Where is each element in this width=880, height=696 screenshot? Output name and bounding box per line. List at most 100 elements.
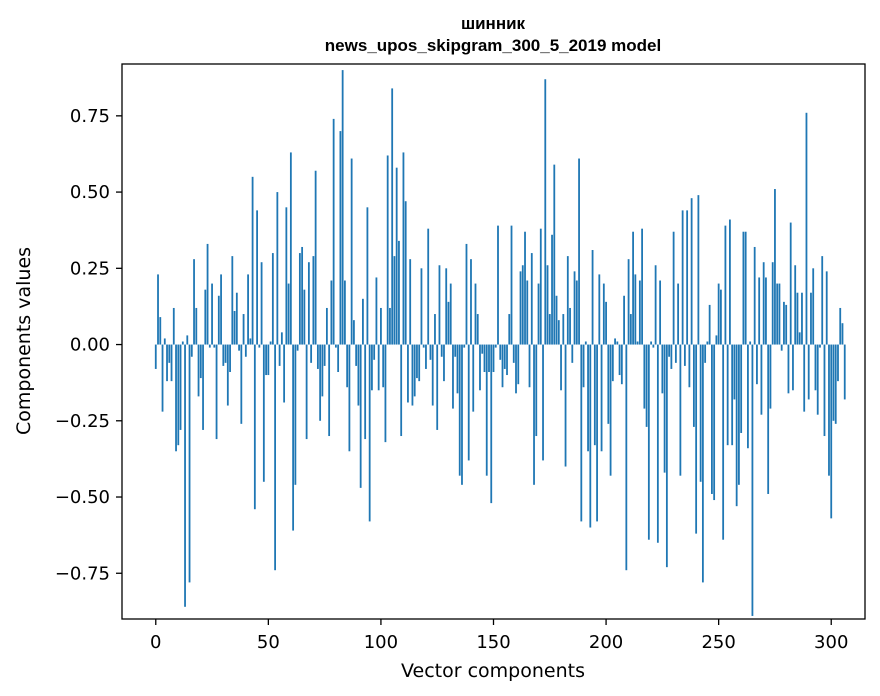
bar [711, 344, 713, 494]
bar [821, 256, 824, 345]
bar [470, 259, 472, 345]
bar [557, 320, 560, 345]
bar [611, 344, 614, 382]
bar [427, 228, 430, 345]
bar [573, 271, 576, 345]
bar [303, 289, 306, 345]
bar [188, 344, 191, 583]
x-axis: 0 50 100 150 200 250 300 [150, 619, 848, 653]
bar [798, 332, 801, 345]
bar [262, 344, 265, 482]
bar [217, 295, 220, 345]
bar [393, 256, 396, 345]
y-tick-label: 0.50 [70, 182, 110, 203]
bar [280, 332, 283, 345]
y-tick-label: 0.25 [70, 258, 110, 279]
bar [204, 289, 207, 345]
bar [319, 344, 322, 421]
bar [193, 259, 195, 345]
bar [222, 344, 225, 366]
bar [398, 240, 400, 345]
plot-frame [121, 63, 866, 620]
bar [443, 344, 445, 382]
bar [749, 341, 752, 345]
bar [812, 268, 815, 345]
bar [713, 344, 716, 501]
bar [690, 198, 693, 345]
bar [708, 304, 711, 345]
bar [598, 274, 601, 345]
bar [220, 274, 222, 345]
bar [704, 344, 707, 363]
bar [202, 344, 204, 430]
bar [733, 344, 736, 400]
bar [692, 344, 695, 427]
bar [717, 283, 720, 345]
bar [362, 298, 364, 345]
bar [467, 344, 470, 461]
bar [562, 314, 565, 345]
bar [371, 344, 373, 391]
bar [247, 274, 249, 345]
bar [197, 344, 200, 397]
bar [411, 344, 414, 406]
bar [341, 70, 344, 345]
bar [762, 262, 765, 345]
bar [535, 344, 538, 437]
bar [402, 152, 405, 345]
bar [566, 256, 569, 345]
bar [224, 344, 227, 363]
bar [373, 344, 376, 360]
y-axis: −0.75 −0.50 −0.25 0.00 0.25 0.50 0.75 [55, 106, 122, 584]
bar [159, 317, 162, 345]
bar [584, 341, 587, 345]
bar [233, 311, 236, 345]
bar [199, 344, 202, 379]
bar [359, 344, 362, 488]
bar [774, 189, 776, 345]
bar [600, 344, 603, 452]
x-tick-label: 0 [150, 632, 161, 653]
bar [391, 88, 394, 345]
bar [285, 207, 288, 345]
bar [364, 344, 367, 440]
bar [517, 344, 520, 385]
bar [452, 344, 454, 409]
bar [208, 344, 211, 348]
bar [654, 265, 657, 345]
bar [553, 164, 556, 345]
bar [503, 344, 506, 369]
bar [416, 344, 418, 379]
bar [226, 344, 229, 406]
bar [546, 265, 549, 345]
bar [238, 344, 240, 351]
bar [170, 344, 173, 382]
bar [683, 344, 686, 366]
bar [593, 344, 596, 446]
bar [425, 344, 427, 369]
bar [253, 344, 256, 510]
bar [235, 292, 238, 345]
bar [418, 344, 421, 382]
bar [756, 344, 758, 385]
bar [312, 256, 315, 345]
bar [841, 323, 844, 345]
y-axis-label: Components values [13, 247, 35, 435]
bar [314, 170, 317, 345]
bar [636, 341, 639, 345]
bar [647, 344, 650, 540]
bar [837, 344, 839, 382]
x-axis-label: Vector components [401, 660, 585, 682]
bar [346, 344, 349, 388]
bar [384, 344, 387, 443]
bar [771, 262, 774, 345]
bar [278, 344, 281, 366]
bar [564, 344, 567, 467]
bar [377, 344, 380, 391]
bar [283, 344, 286, 403]
bar [294, 344, 297, 485]
bar [724, 225, 727, 345]
bar [735, 344, 738, 507]
bar [726, 344, 729, 446]
